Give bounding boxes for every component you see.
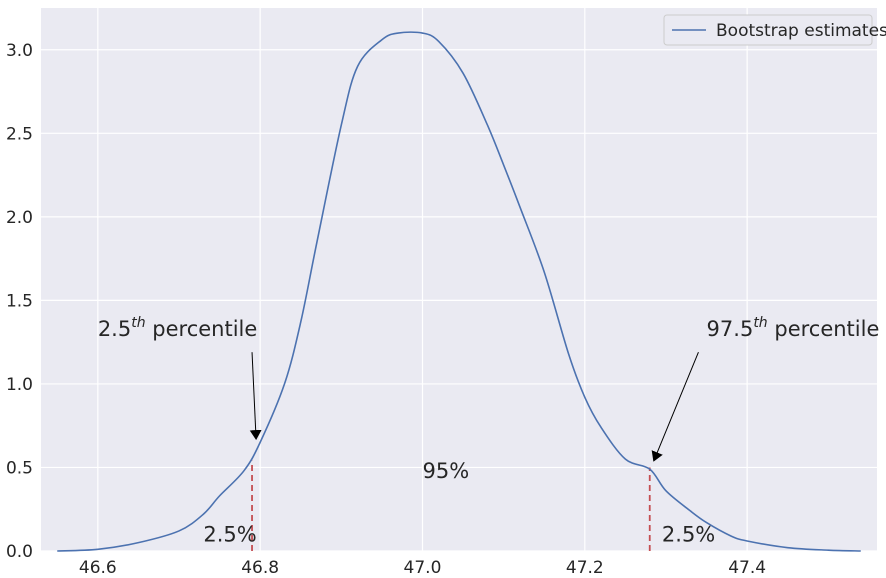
percent-label: 95% xyxy=(422,459,469,483)
percentile-lines xyxy=(251,460,651,551)
x-tick-label: 47.0 xyxy=(404,558,442,578)
percent-label: 2.5% xyxy=(662,522,715,546)
y-tick-label: 1.0 xyxy=(6,375,33,395)
y-tick-label: 2.5 xyxy=(6,124,33,144)
annotations: 2.5th percentile 97.5th percentile 2.5% 95%… xyxy=(98,315,880,546)
legend-label: Bootstrap estimates xyxy=(716,21,886,41)
legend-box xyxy=(663,14,873,46)
annotation-arrow xyxy=(651,351,699,462)
x-axis-tick-labels: 46.6 46.8 47.0 47.2 47.4 xyxy=(79,558,766,578)
x-tick-label: 46.8 xyxy=(241,558,279,578)
y-tick-label: 3.0 xyxy=(6,41,33,61)
x-tick-label: 46.6 xyxy=(79,558,117,578)
percentile-annotation: 2.5th percentile xyxy=(98,315,257,341)
x-tick-label: 47.4 xyxy=(728,558,766,578)
y-axis-tick-labels: 0.0 0.5 1.0 1.5 2.0 2.5 3.0 xyxy=(6,41,33,562)
annotation-arrow xyxy=(249,352,262,441)
y-tick-label: 0.5 xyxy=(6,458,33,478)
y-tick-label: 1.5 xyxy=(6,291,33,311)
percentile-annotation: 97.5th percentile xyxy=(707,315,880,341)
y-tick-label: 0.0 xyxy=(6,542,33,562)
legend: Bootstrap estimates xyxy=(663,14,886,46)
grid-lines xyxy=(41,8,877,552)
x-tick-label: 47.2 xyxy=(566,558,604,578)
percent-label: 2.5% xyxy=(203,522,256,546)
plot-area xyxy=(41,8,877,551)
y-tick-label: 2.0 xyxy=(6,208,33,228)
bootstrap-density-curve xyxy=(57,31,861,552)
